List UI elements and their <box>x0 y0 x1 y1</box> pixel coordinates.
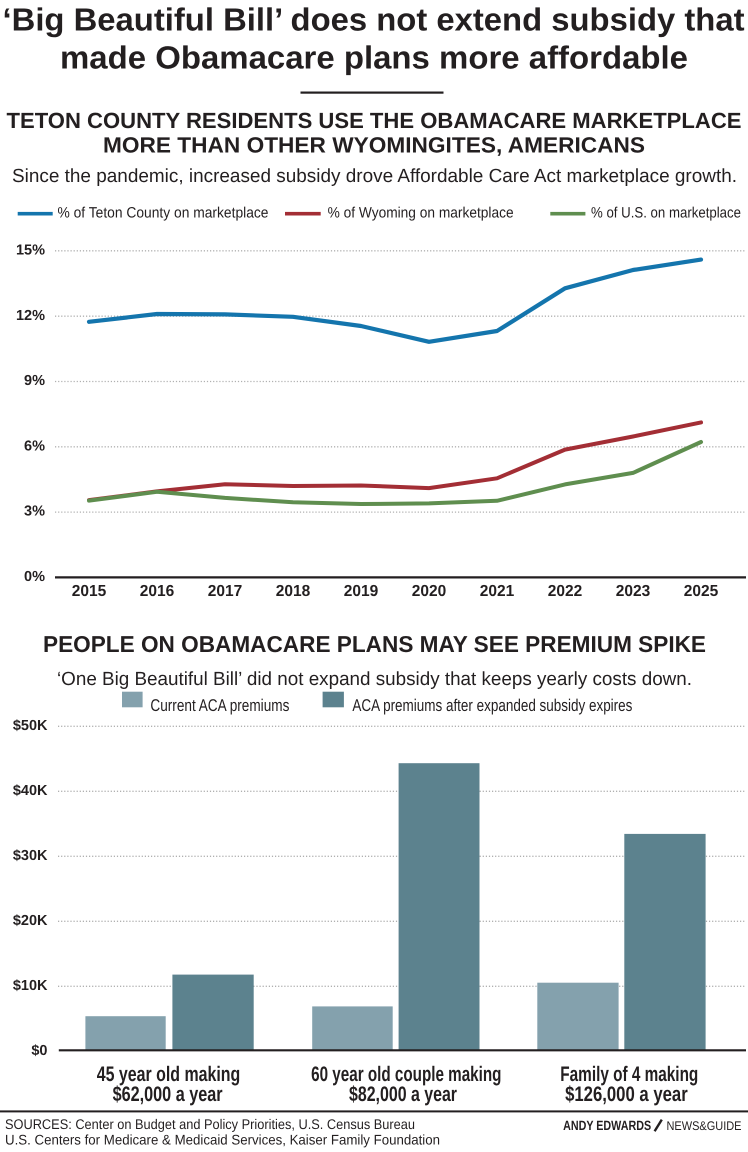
svg-text:PEOPLE ON OBAMACARE PLANS MAY: PEOPLE ON OBAMACARE PLANS MAY SEE PREMIU… <box>43 631 706 657</box>
svg-text:$50K: $50K <box>13 718 48 734</box>
svg-text:Family of 4 making: Family of 4 making <box>560 1063 698 1086</box>
svg-text:MORE THAN OTHER WYOMINGITES, A: MORE THAN OTHER WYOMINGITES, AMERICANS <box>103 133 645 158</box>
svg-text:SOURCES: Center on Budget and: SOURCES: Center on Budget and Policy Pri… <box>5 1116 415 1132</box>
svg-text:2017: 2017 <box>208 583 243 600</box>
svg-text:2019: 2019 <box>344 583 379 600</box>
svg-text:U.S. Centers for Medicare & Me: U.S. Centers for Medicare & Medicaid Ser… <box>5 1131 440 1147</box>
svg-text:NEWS&GUIDE: NEWS&GUIDE <box>667 1119 742 1133</box>
svg-text:$30K: $30K <box>13 848 48 864</box>
svg-text:2016: 2016 <box>140 583 175 600</box>
svg-text:$20K: $20K <box>13 913 48 929</box>
svg-text:45 year old making: 45 year old making <box>97 1063 241 1086</box>
svg-text:$10K: $10K <box>13 978 48 994</box>
svg-text:2015: 2015 <box>72 583 107 600</box>
svg-text:% of U.S. on marketplace: % of U.S. on marketplace <box>591 205 741 222</box>
svg-text:2023: 2023 <box>616 583 651 600</box>
svg-text:3%: 3% <box>24 504 45 520</box>
svg-text:made Obamacare plans more affo: made Obamacare plans more affordable <box>60 39 688 75</box>
svg-text:2020: 2020 <box>412 583 447 600</box>
svg-text:$62,000 a year: $62,000 a year <box>113 1083 223 1106</box>
svg-text:Since the pandemic, increased: Since the pandemic, increased subsidy dr… <box>12 166 737 187</box>
svg-text:2021: 2021 <box>480 583 515 600</box>
svg-text:9%: 9% <box>24 373 45 389</box>
svg-text:Current ACA premiums: Current ACA premiums <box>150 696 289 715</box>
svg-text:2025: 2025 <box>684 583 719 600</box>
svg-text:% of Wyoming on marketplace: % of Wyoming on marketplace <box>328 205 514 222</box>
svg-text:15%: 15% <box>16 242 45 258</box>
svg-text:$82,000 a year: $82,000 a year <box>349 1083 457 1106</box>
svg-text:2018: 2018 <box>276 583 311 600</box>
svg-text:‘One Big Beautiful Bill’ did n: ‘One Big Beautiful Bill’ did not expand … <box>57 669 692 690</box>
svg-text:0%: 0% <box>24 569 45 585</box>
svg-text:12%: 12% <box>16 308 45 324</box>
svg-text:TETON COUNTY RESIDENTS USE THE: TETON COUNTY RESIDENTS USE THE OBAMACARE… <box>7 108 742 133</box>
svg-text:$126,000 a year: $126,000 a year <box>565 1083 688 1106</box>
svg-text:ACA premiums after expanded su: ACA premiums after expanded subsidy expi… <box>352 696 632 715</box>
svg-text:2022: 2022 <box>548 583 583 600</box>
svg-text:% of Teton County on marketpla: % of Teton County on marketplace <box>58 205 269 222</box>
svg-text:6%: 6% <box>24 438 45 454</box>
svg-text:$40K: $40K <box>13 783 48 799</box>
svg-text:60 year old couple making: 60 year old couple making <box>311 1063 501 1086</box>
svg-text:$0: $0 <box>31 1043 47 1059</box>
svg-text:‘Big Beautiful Bill’ does not: ‘Big Beautiful Bill’ does not extend sub… <box>3 2 745 38</box>
svg-text:ANDY EDWARDS: ANDY EDWARDS <box>563 1118 651 1133</box>
